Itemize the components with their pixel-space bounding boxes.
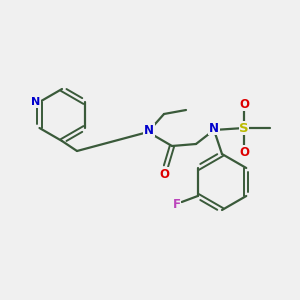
- Text: N: N: [209, 122, 219, 134]
- Text: S: S: [239, 122, 249, 134]
- Text: N: N: [144, 124, 154, 136]
- Text: N: N: [31, 97, 40, 107]
- Text: O: O: [159, 167, 169, 181]
- Text: F: F: [173, 197, 181, 211]
- Text: O: O: [239, 98, 249, 110]
- Text: O: O: [239, 146, 249, 158]
